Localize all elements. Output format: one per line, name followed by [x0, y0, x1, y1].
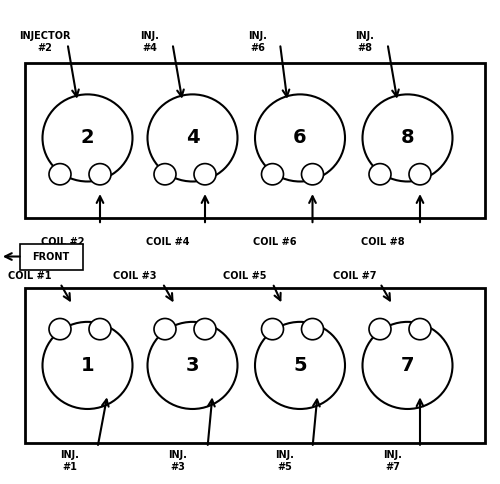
Text: COIL #2: COIL #2	[41, 237, 84, 247]
FancyBboxPatch shape	[25, 288, 485, 443]
Text: INJ.
#8: INJ. #8	[356, 31, 374, 53]
Text: INJ.
#6: INJ. #6	[248, 31, 267, 53]
Text: 6: 6	[293, 128, 307, 148]
Text: INJ.
#3: INJ. #3	[168, 450, 187, 472]
Text: 1: 1	[80, 356, 94, 375]
Circle shape	[148, 322, 238, 409]
Circle shape	[255, 322, 345, 409]
Text: INJ.
#7: INJ. #7	[383, 450, 402, 472]
Circle shape	[154, 164, 176, 185]
Text: INJECTOR
#2: INJECTOR #2	[19, 31, 71, 53]
Circle shape	[49, 318, 71, 340]
Circle shape	[362, 322, 452, 409]
Text: 8: 8	[400, 128, 414, 148]
Circle shape	[255, 94, 345, 182]
Circle shape	[89, 318, 111, 340]
Text: COIL #4: COIL #4	[146, 237, 189, 247]
Text: 3: 3	[186, 356, 199, 375]
Text: 4: 4	[186, 128, 200, 148]
Circle shape	[262, 318, 283, 340]
Circle shape	[302, 318, 324, 340]
Circle shape	[194, 164, 216, 185]
Circle shape	[42, 322, 132, 409]
Text: COIL #7: COIL #7	[333, 271, 377, 281]
Text: COIL #3: COIL #3	[113, 271, 157, 281]
Text: COIL #5: COIL #5	[223, 271, 267, 281]
Circle shape	[49, 164, 71, 185]
Text: COIL #8: COIL #8	[360, 237, 405, 247]
Circle shape	[194, 318, 216, 340]
Circle shape	[302, 164, 324, 185]
Text: 2: 2	[80, 128, 94, 148]
Circle shape	[262, 164, 283, 185]
Circle shape	[154, 318, 176, 340]
Circle shape	[362, 94, 452, 182]
Text: 5: 5	[293, 356, 307, 375]
Text: INJ.
#1: INJ. #1	[60, 450, 80, 472]
Text: 7: 7	[401, 356, 414, 375]
Circle shape	[409, 318, 431, 340]
Circle shape	[409, 164, 431, 185]
Circle shape	[369, 318, 391, 340]
FancyBboxPatch shape	[25, 63, 485, 218]
Text: COIL #1: COIL #1	[8, 271, 52, 281]
Circle shape	[42, 94, 132, 182]
Text: INJ.
#4: INJ. #4	[140, 31, 160, 53]
Circle shape	[148, 94, 238, 182]
Text: COIL #6: COIL #6	[254, 237, 297, 247]
Circle shape	[369, 164, 391, 185]
Circle shape	[89, 164, 111, 185]
FancyBboxPatch shape	[20, 244, 82, 270]
Text: FRONT: FRONT	[32, 252, 70, 261]
Text: INJ.
#5: INJ. #5	[276, 450, 294, 472]
